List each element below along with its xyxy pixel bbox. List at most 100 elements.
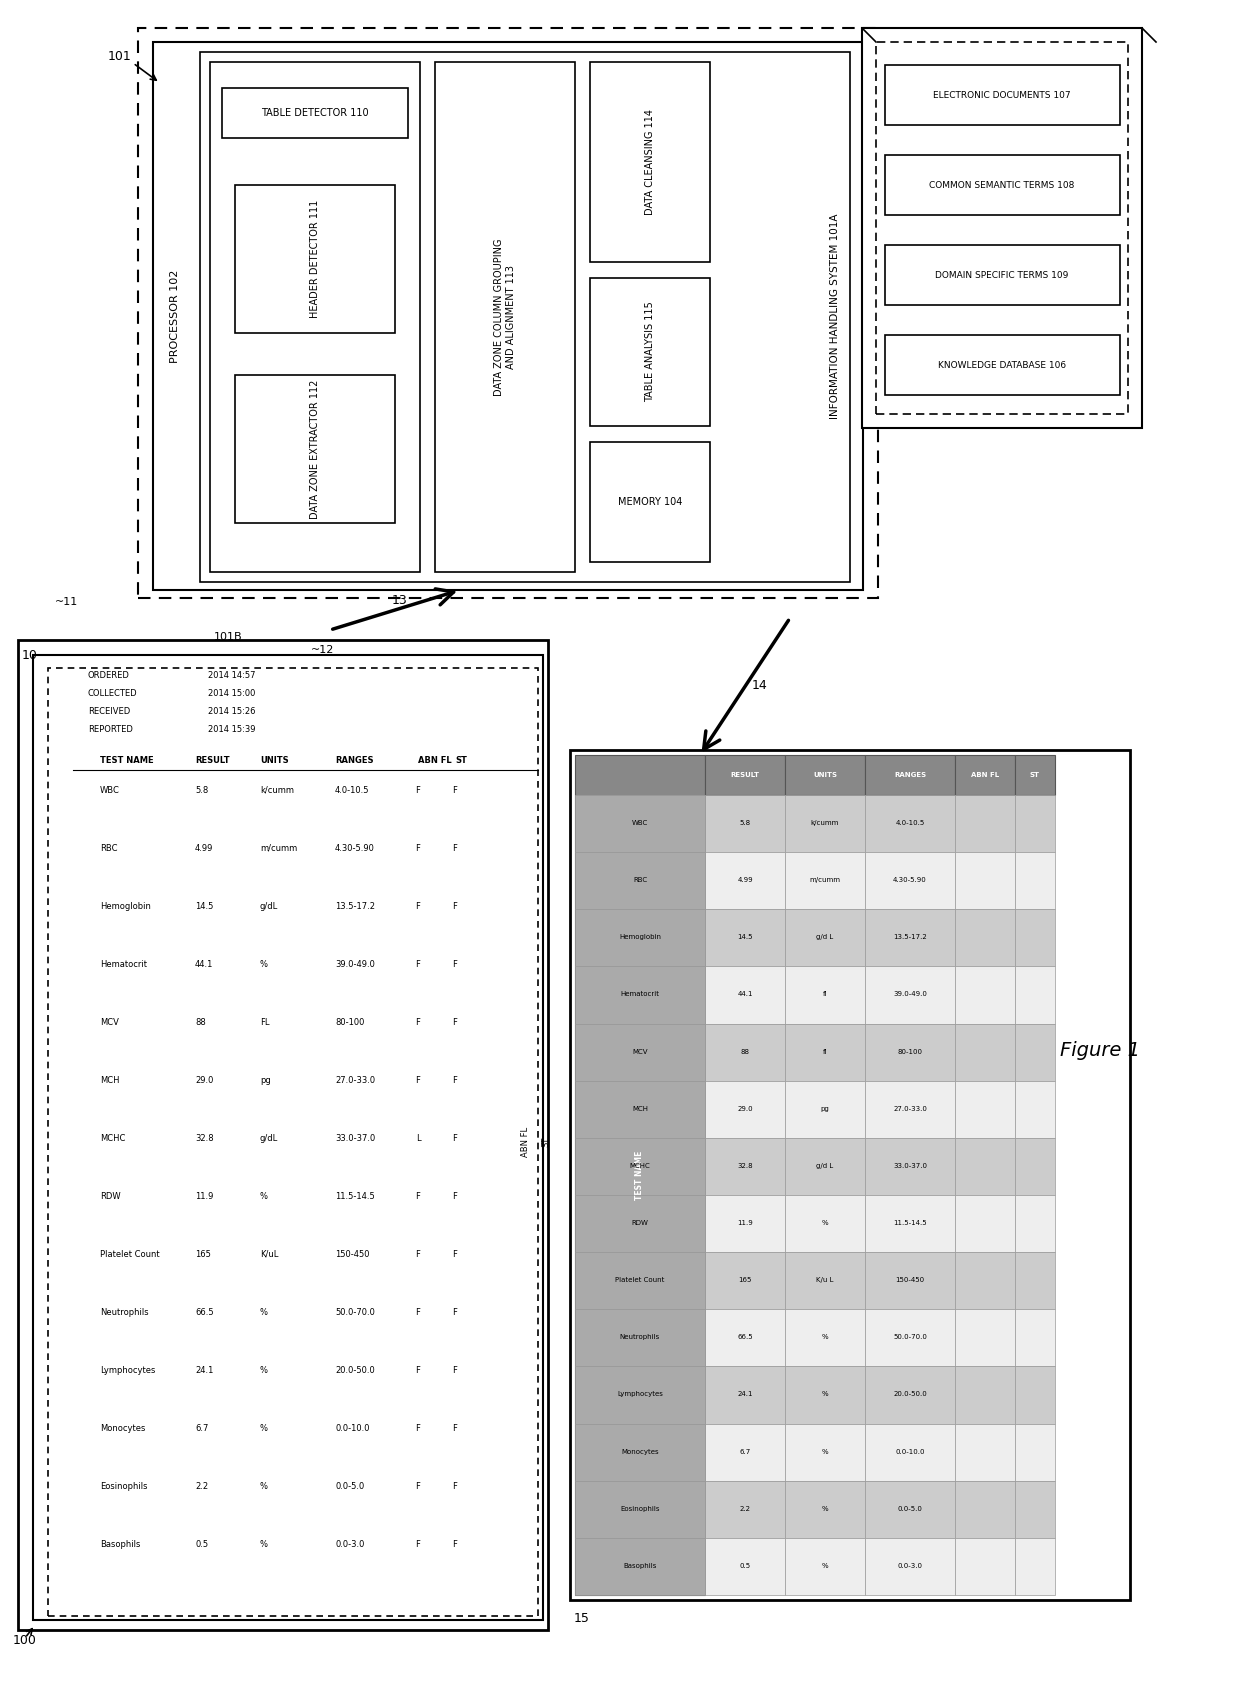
- Bar: [885, 64, 1120, 125]
- Bar: [955, 1310, 1016, 1367]
- Bar: [706, 1423, 785, 1480]
- Text: %: %: [260, 959, 268, 968]
- Text: F: F: [415, 1076, 420, 1085]
- Text: Hematocrit: Hematocrit: [620, 992, 660, 997]
- Bar: [575, 1081, 706, 1137]
- Text: %: %: [260, 1191, 268, 1201]
- Bar: [955, 909, 1016, 966]
- Text: F: F: [453, 1017, 458, 1027]
- Bar: [575, 1538, 706, 1596]
- Text: F: F: [453, 902, 458, 910]
- Text: 27.0-33.0: 27.0-33.0: [893, 1105, 928, 1112]
- Text: F: F: [415, 959, 420, 968]
- Bar: [785, 1367, 866, 1423]
- Bar: [866, 853, 955, 909]
- Text: 27.0-33.0: 27.0-33.0: [335, 1076, 376, 1085]
- Text: fl: fl: [823, 1049, 827, 1054]
- Text: 32.8: 32.8: [195, 1134, 213, 1142]
- Text: 4.30-5.90: 4.30-5.90: [893, 876, 926, 883]
- Text: 32.8: 32.8: [738, 1162, 753, 1169]
- Text: 2014 15:39: 2014 15:39: [208, 724, 255, 734]
- Bar: [575, 1423, 706, 1480]
- Text: 14: 14: [753, 678, 768, 692]
- Bar: [19, 640, 548, 1629]
- Bar: [1016, 1538, 1055, 1596]
- Bar: [1016, 966, 1055, 1024]
- Text: 13.5-17.2: 13.5-17.2: [893, 934, 926, 941]
- Bar: [575, 1367, 706, 1423]
- Bar: [575, 1480, 706, 1538]
- Text: 100: 100: [14, 1633, 37, 1646]
- Text: Hematocrit: Hematocrit: [100, 959, 148, 968]
- Text: ABN FL: ABN FL: [971, 772, 999, 778]
- Text: 11.9: 11.9: [737, 1220, 753, 1227]
- Bar: [785, 795, 866, 853]
- Bar: [785, 1310, 866, 1367]
- Text: RANGES: RANGES: [894, 772, 926, 778]
- Text: F: F: [415, 1365, 420, 1374]
- Text: Basophils: Basophils: [624, 1563, 657, 1568]
- Text: 0.0-10.0: 0.0-10.0: [335, 1423, 370, 1433]
- Text: g/d L: g/d L: [816, 1162, 833, 1169]
- Bar: [885, 156, 1120, 215]
- Text: 13: 13: [392, 594, 408, 606]
- Bar: [955, 1081, 1016, 1137]
- Text: K/u L: K/u L: [816, 1277, 833, 1283]
- Text: 0.0-5.0: 0.0-5.0: [898, 1506, 923, 1511]
- Text: 0.0-3.0: 0.0-3.0: [898, 1563, 923, 1568]
- Text: 44.1: 44.1: [738, 992, 753, 997]
- Text: 66.5: 66.5: [195, 1308, 213, 1316]
- Text: 11.9: 11.9: [195, 1191, 213, 1201]
- Text: pg: pg: [821, 1105, 830, 1112]
- Text: k/cumm: k/cumm: [260, 785, 294, 795]
- Bar: [885, 335, 1120, 394]
- Text: UNITS: UNITS: [260, 756, 289, 765]
- Text: TABLE ANALYSIS 115: TABLE ANALYSIS 115: [645, 301, 655, 403]
- Bar: [955, 1480, 1016, 1538]
- Text: 80-100: 80-100: [898, 1049, 923, 1054]
- Text: K/uL: K/uL: [260, 1249, 278, 1259]
- Text: MCV: MCV: [632, 1049, 647, 1054]
- Text: ST: ST: [1030, 772, 1040, 778]
- Bar: [1016, 1252, 1055, 1310]
- Text: g/dL: g/dL: [260, 902, 278, 910]
- Bar: [866, 1081, 955, 1137]
- Bar: [590, 442, 711, 562]
- Bar: [1016, 755, 1055, 795]
- Text: 10: 10: [22, 648, 38, 662]
- Text: ST: ST: [542, 1137, 551, 1147]
- Text: %: %: [260, 1365, 268, 1374]
- Text: RECEIVED: RECEIVED: [88, 707, 130, 716]
- Text: 14.5: 14.5: [738, 934, 753, 941]
- Text: 44.1: 44.1: [195, 959, 213, 968]
- Text: ~12: ~12: [311, 645, 335, 655]
- Text: F: F: [453, 1076, 458, 1085]
- Text: 150-450: 150-450: [895, 1277, 925, 1283]
- Text: 6.7: 6.7: [739, 1448, 750, 1455]
- Text: 2.2: 2.2: [195, 1482, 208, 1491]
- Bar: [866, 909, 955, 966]
- Bar: [1016, 1480, 1055, 1538]
- Text: 29.0: 29.0: [738, 1105, 753, 1112]
- Bar: [575, 1024, 706, 1081]
- Text: DATA CLEANSING 114: DATA CLEANSING 114: [645, 108, 655, 215]
- Bar: [785, 1024, 866, 1081]
- Text: RDW: RDW: [100, 1191, 120, 1201]
- Bar: [955, 1423, 1016, 1480]
- Bar: [575, 1310, 706, 1367]
- Text: F: F: [415, 1308, 420, 1316]
- Text: MCHC: MCHC: [100, 1134, 125, 1142]
- Bar: [866, 1367, 955, 1423]
- Text: Neutrophils: Neutrophils: [100, 1308, 149, 1316]
- Text: F: F: [415, 902, 420, 910]
- Bar: [1016, 1137, 1055, 1195]
- Text: RBC: RBC: [632, 876, 647, 883]
- Text: %: %: [822, 1391, 828, 1398]
- Bar: [575, 755, 706, 1596]
- Text: F: F: [453, 1482, 458, 1491]
- Bar: [866, 1423, 955, 1480]
- Text: g/d L: g/d L: [816, 934, 833, 941]
- Bar: [1016, 1024, 1055, 1081]
- Bar: [955, 1137, 1016, 1195]
- Bar: [590, 277, 711, 426]
